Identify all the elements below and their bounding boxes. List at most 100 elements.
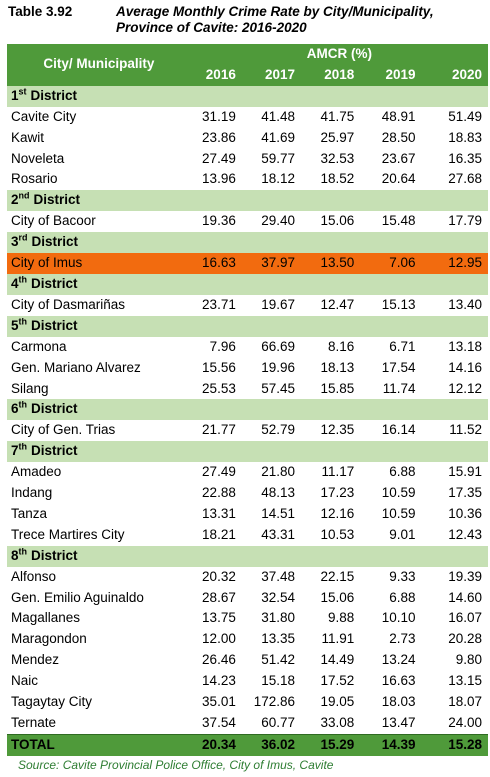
cell-value: 13.15 bbox=[448, 673, 482, 689]
district-heading: 7th District bbox=[7, 441, 488, 463]
district-suffix: th bbox=[18, 399, 28, 410]
row-name: City of Gen. Trias bbox=[11, 422, 116, 438]
cell-value: 28.50 bbox=[381, 129, 416, 145]
row-name: Maragondon bbox=[11, 631, 87, 647]
data-row: City of Gen. Trias 21.77 52.79 12.35 16.14 11… bbox=[7, 420, 488, 441]
cell-value: 41.75 bbox=[320, 108, 355, 124]
cell-value: 35.01 bbox=[202, 694, 236, 710]
cell-value: 12.43 bbox=[448, 526, 482, 542]
cell-value: 66.69 bbox=[261, 338, 296, 354]
cell-value: 19.67 bbox=[261, 296, 296, 312]
cell-value: 13.96 bbox=[202, 171, 236, 187]
row-name: Cavite City bbox=[11, 108, 77, 124]
cell-value: 31.19 bbox=[202, 108, 236, 124]
cell-value: 18.07 bbox=[448, 694, 482, 710]
cell-value: 19.36 bbox=[202, 213, 236, 229]
cell-value: 6.71 bbox=[389, 338, 416, 354]
cell-value: 12.47 bbox=[320, 296, 355, 312]
row-name: Gen. Emilio Aguinaldo bbox=[11, 589, 144, 605]
data-row: Cavite City 31.19 41.48 41.75 48.91 51.49 bbox=[7, 107, 488, 128]
district-row: 2nd District bbox=[7, 190, 488, 212]
cell-value: 52.79 bbox=[261, 422, 296, 438]
cell-value: 12.12 bbox=[448, 380, 482, 396]
data-row: Silang 25.53 57.45 15.85 11.74 12.12 bbox=[7, 379, 488, 400]
data-row: Tanza 13.31 14.51 12.16 10.59 10.36 bbox=[7, 504, 488, 525]
cell-value: 14.60 bbox=[448, 589, 482, 605]
cell-value: 14.23 bbox=[202, 673, 236, 689]
table-body: City/ Municipality AMCR (%) 2016 2017 2018 20… bbox=[7, 44, 488, 756]
cell-value: 16.07 bbox=[448, 610, 482, 626]
cell-value: 17.54 bbox=[381, 359, 416, 375]
data-row: Indang 22.88 48.13 17.23 10.59 17.35 bbox=[7, 483, 488, 504]
cell-value: 57.45 bbox=[261, 380, 296, 396]
row-name: Gen. Mariano Alvarez bbox=[11, 359, 141, 375]
district-row: 4th District bbox=[7, 273, 488, 295]
cell-value: 27.68 bbox=[448, 171, 482, 187]
row-name: Silang bbox=[11, 380, 49, 396]
cell-value: 37.48 bbox=[261, 568, 296, 584]
cell-value: 18.21 bbox=[202, 526, 236, 542]
cell-value: 15.06 bbox=[320, 589, 355, 605]
cell-value: 31.80 bbox=[261, 610, 296, 626]
district-suffix: nd bbox=[18, 190, 30, 201]
cell-value: 43.31 bbox=[261, 526, 296, 542]
cell-value: 13.24 bbox=[381, 652, 416, 668]
cell-value: 6.88 bbox=[389, 464, 416, 480]
district-number: 3 bbox=[11, 234, 19, 250]
cell-value: 17.52 bbox=[320, 673, 355, 689]
cell-value: 8.16 bbox=[328, 338, 355, 354]
data-row: Alfonso 20.32 37.48 22.15 9.33 19.39 bbox=[7, 567, 488, 588]
row-name: Noveleta bbox=[11, 150, 65, 166]
district-heading: 3rd District bbox=[7, 232, 488, 254]
district-number: 2 bbox=[11, 192, 19, 208]
cell-value: 19.96 bbox=[261, 359, 296, 375]
cell-value: 48.13 bbox=[261, 485, 296, 501]
cell-value: 14.16 bbox=[448, 359, 482, 375]
header-row: 2016 2017 2018 2019 2020 bbox=[7, 64, 488, 86]
cell-value: 18.03 bbox=[381, 694, 416, 710]
cell-value: 15.18 bbox=[261, 673, 296, 689]
data-table: City/ Municipality AMCR (%) 2016 2017 2018 20… bbox=[7, 44, 488, 756]
district-number: 6 bbox=[11, 401, 19, 417]
district-label: District bbox=[31, 275, 78, 291]
data-row: Carmona 7.96 66.69 8.16 6.71 13.18 bbox=[7, 337, 488, 358]
cell-value: 9.33 bbox=[389, 568, 416, 584]
cell-value: 16.35 bbox=[448, 150, 482, 166]
column-header: City/ Municipality bbox=[7, 44, 191, 86]
total-value: 15.29 bbox=[301, 733, 361, 756]
district-heading: 1st District bbox=[7, 85, 488, 107]
district-heading: 8th District bbox=[7, 545, 488, 567]
cell-value: 23.86 bbox=[202, 129, 236, 145]
cell-value: 60.77 bbox=[261, 715, 296, 730]
district-heading: 6th District bbox=[7, 399, 488, 421]
district-row: 6th District bbox=[7, 399, 488, 421]
cell-value: 51.42 bbox=[261, 652, 296, 668]
cell-value: 33.08 bbox=[320, 715, 355, 730]
data-row: Mendez 26.46 51.42 14.49 13.24 9.80 bbox=[7, 650, 488, 671]
cell-value: 10.10 bbox=[381, 610, 416, 626]
cell-value: 10.36 bbox=[448, 505, 482, 521]
row-name: Trece Martires City bbox=[11, 526, 125, 542]
header-row: City/ Municipality AMCR (%) bbox=[7, 44, 488, 86]
cell-value: 15.06 bbox=[320, 213, 355, 229]
total-value: 14.39 bbox=[360, 733, 422, 756]
district-row: 7th District bbox=[7, 441, 488, 463]
cell-value: 15.13 bbox=[381, 296, 416, 312]
row-name: City of Bacoor bbox=[11, 213, 96, 229]
district-number: 7 bbox=[11, 443, 19, 459]
data-row: Noveleta 27.49 59.77 32.53 23.67 16.35 bbox=[7, 149, 488, 170]
cell-value: 25.97 bbox=[320, 129, 355, 145]
cell-value: 32.54 bbox=[261, 589, 296, 605]
district-label: District bbox=[30, 87, 78, 103]
cell-value: 13.75 bbox=[202, 610, 236, 626]
cell-value: 14.49 bbox=[320, 652, 355, 668]
district-suffix: th bbox=[18, 274, 28, 285]
table-number: Table 3.92 bbox=[8, 4, 73, 19]
year-header: 2018 bbox=[301, 64, 361, 86]
cell-value: 9.01 bbox=[389, 526, 416, 542]
cell-value: 17.35 bbox=[448, 485, 482, 501]
header: Table 3.92 Average Monthly Crime Rate by… bbox=[8, 2, 488, 42]
cell-value: 28.67 bbox=[202, 589, 236, 605]
cell-value: 9.80 bbox=[455, 652, 482, 668]
cell-value: 18.12 bbox=[261, 171, 296, 187]
